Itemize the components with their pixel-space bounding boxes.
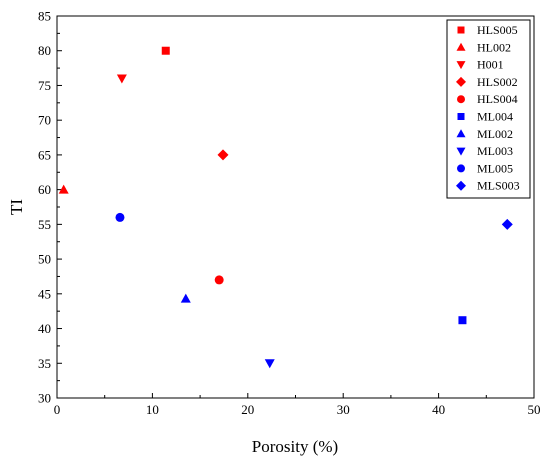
data-point-ml004 [458,316,467,325]
data-point-h001 [116,74,127,84]
y-tick-label: 30 [38,391,51,406]
y-tick-label: 80 [38,43,51,58]
y-tick-label: 70 [38,113,51,128]
x-tick-label: 10 [146,402,159,417]
legend-marker-hls005 [457,26,465,34]
y-axis-title: TI [7,199,26,215]
legend-label-hls004: HLS004 [477,92,518,106]
x-tick-label: 30 [337,402,350,417]
y-tick-label: 55 [38,217,51,232]
legend-label-ml004: ML004 [477,110,513,124]
axes: 0 10 20 30 40 50 30 35 40 45 50 55 60 65 70 75 80 85 [38,9,541,418]
data-point-hls005 [161,46,170,55]
x-axis-title: Porosity (%) [252,437,338,456]
legend-marker-ml003 [456,147,466,156]
legend-marker-mls003 [456,180,466,191]
data-point-hls004 [214,275,224,285]
y-tick-label: 45 [38,286,51,301]
y-tick-label: 40 [38,321,51,336]
x-tick-label: 0 [54,402,61,417]
y-tick-label: 35 [38,356,51,371]
data-point-hls002 [217,149,229,161]
legend-label-ml002: ML002 [477,127,513,141]
legend-label-h001: H001 [477,58,504,72]
x-tick-label: 20 [241,402,254,417]
legend-label-hls005: HLS005 [477,23,518,37]
legend-marker-ml004 [457,113,465,120]
legend-marker-ml005 [457,164,465,173]
legend: HLS005 HL002 H001 HLS002 HLS004 ML004 ML002 ML0… [446,19,531,199]
legend-marker-ml002 [456,129,466,138]
y-tick-label: 85 [38,9,51,24]
data-point-hl002 [58,184,69,194]
legend-marker-h001 [456,61,466,70]
data-point-ml002 [180,293,191,303]
y-tick-label: 75 [38,78,51,93]
data-point-mls003 [501,218,513,230]
legend-label-ml003: ML003 [477,144,513,158]
legend-marker-hl002 [456,42,466,51]
x-tick-label: 40 [432,402,445,417]
y-tick-label: 50 [38,252,51,267]
legend-label-ml005: ML005 [477,161,513,175]
y-tick-label: 65 [38,147,51,162]
data-points [58,46,513,369]
x-tick-label: 50 [528,402,541,417]
data-point-ml003 [264,359,275,369]
y-tick-label: 60 [38,182,51,197]
data-point-ml005 [115,212,125,222]
legend-marker-hls004 [457,95,465,104]
legend-label-mls003: MLS003 [477,179,520,193]
legend-marker-hls002 [456,76,466,87]
legend-label-hls002: HLS002 [477,75,518,89]
legend-label-hl002: HL002 [477,40,511,54]
